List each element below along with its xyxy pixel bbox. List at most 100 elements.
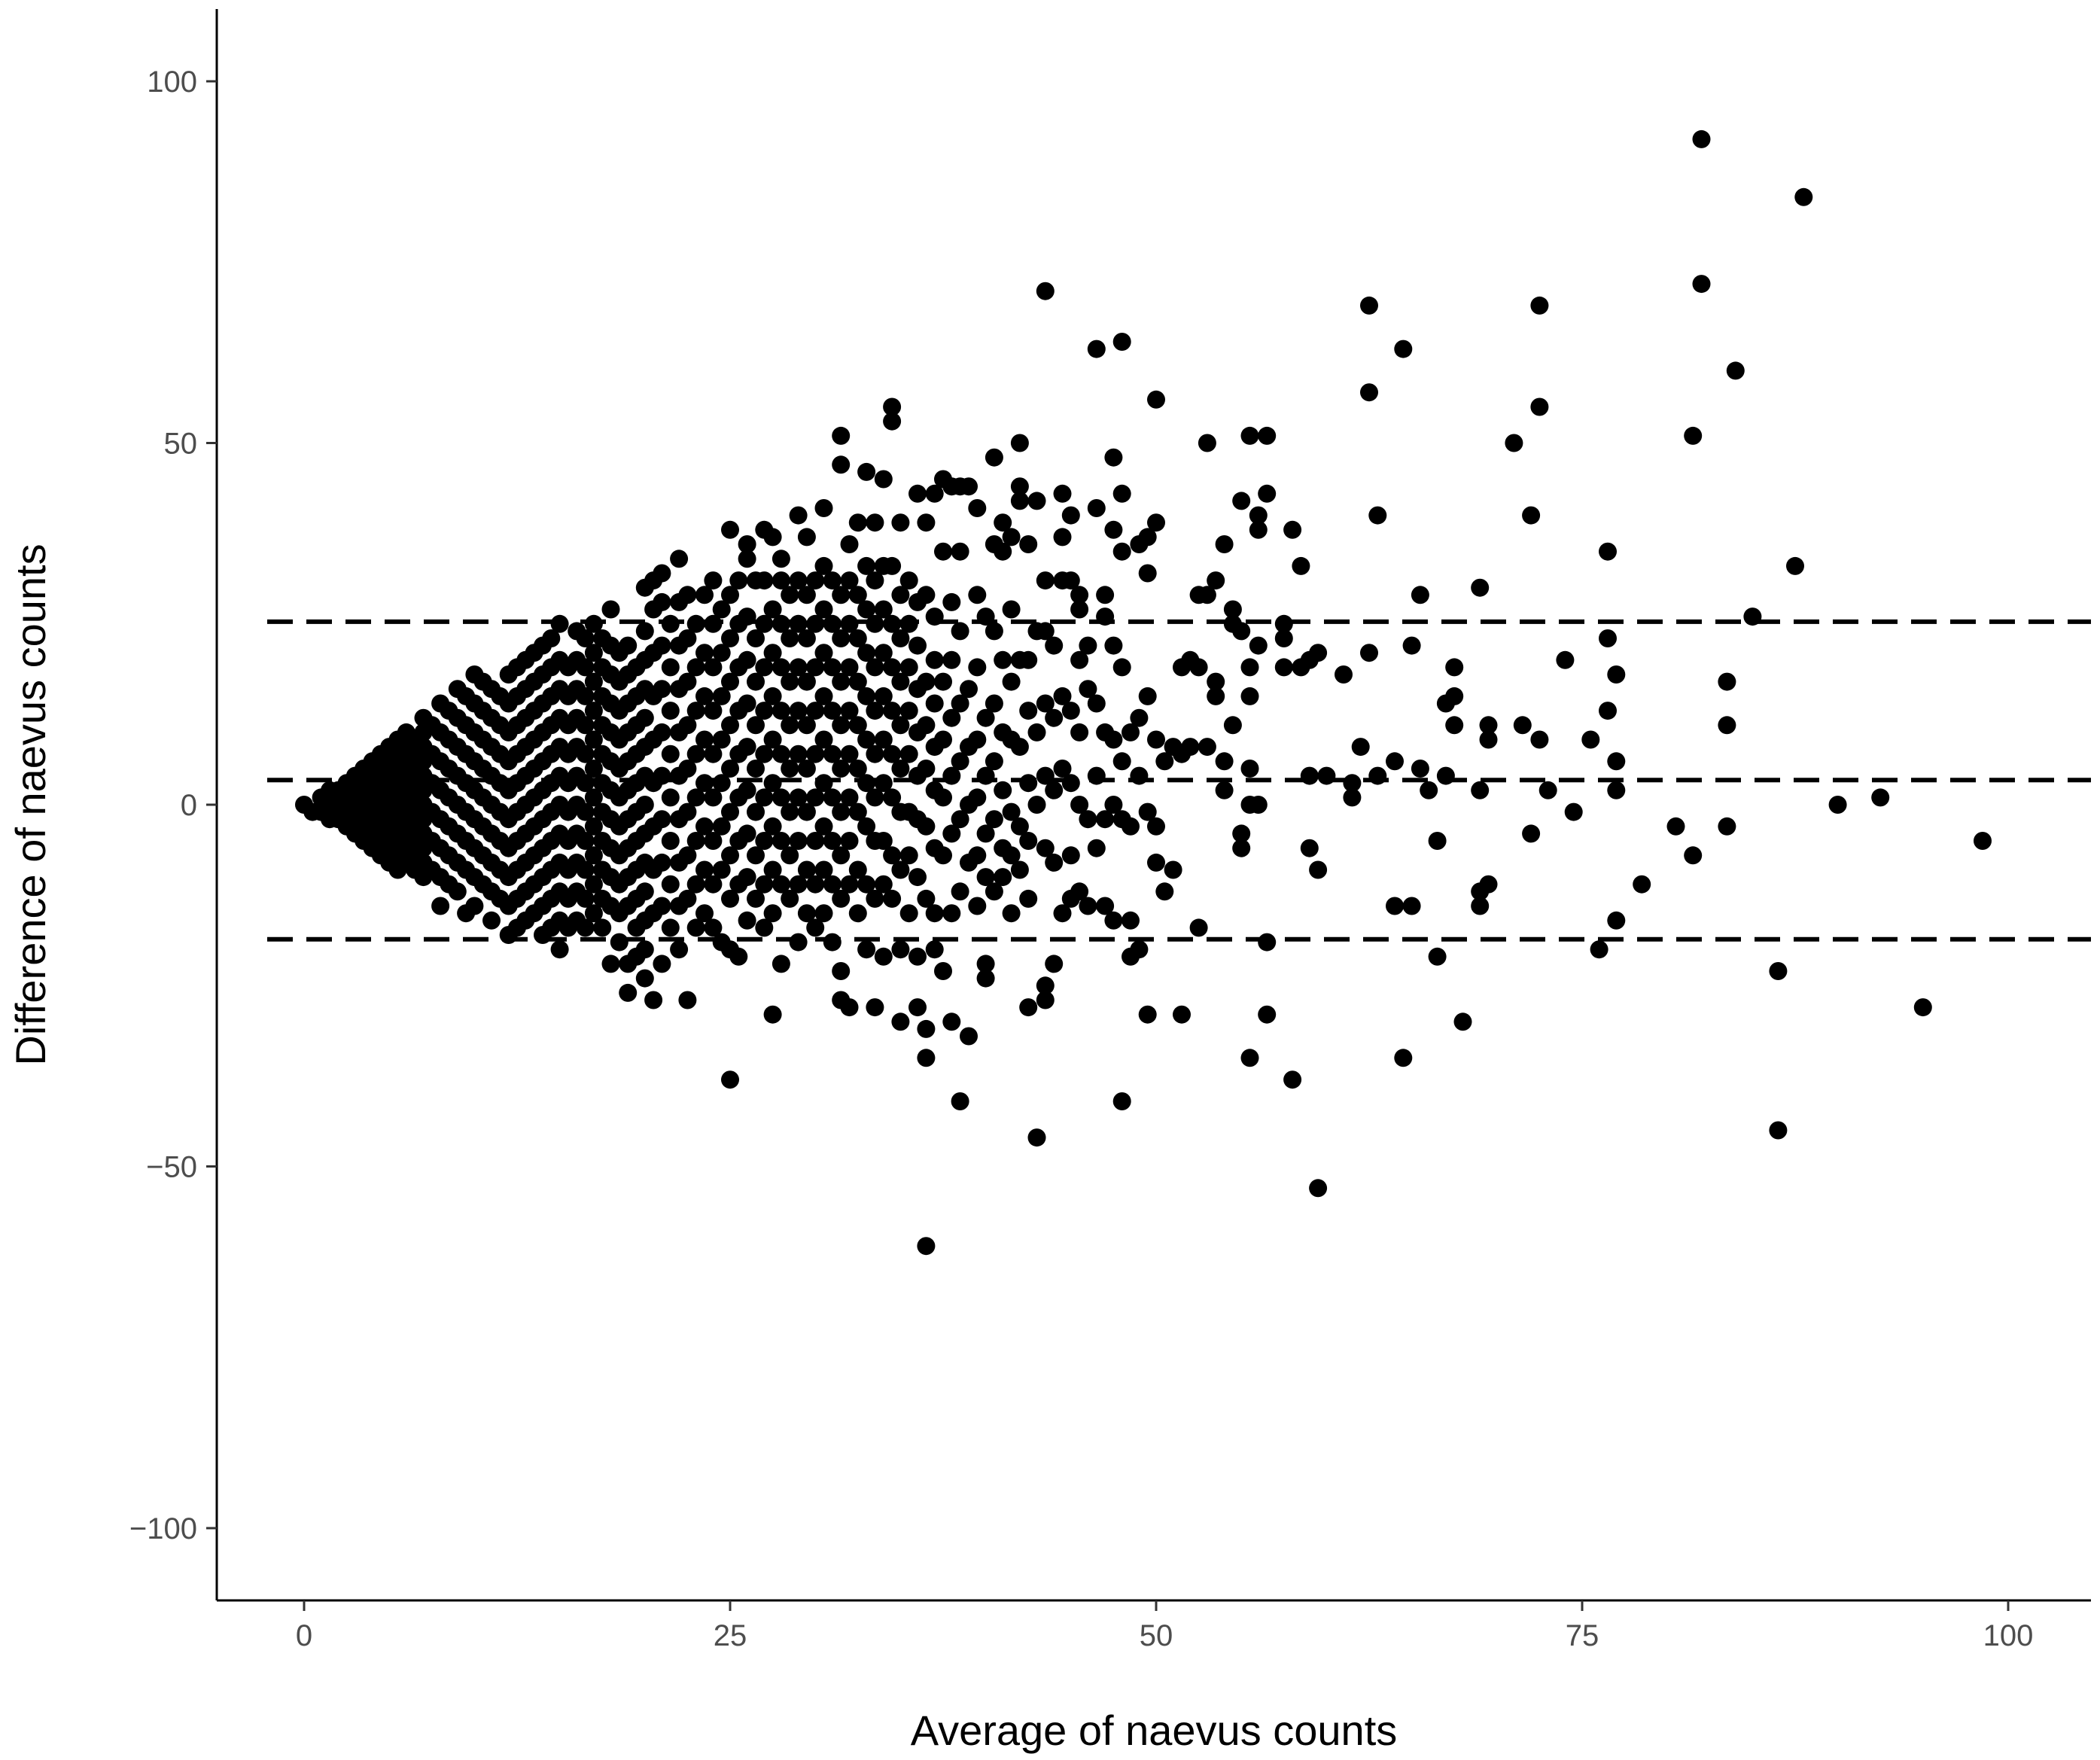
- data-point: [1684, 426, 1703, 445]
- data-point: [806, 658, 825, 677]
- data-point: [1564, 802, 1583, 821]
- y-tick-label: −50: [146, 1151, 197, 1184]
- data-point: [976, 969, 995, 988]
- data-point: [1232, 824, 1251, 843]
- data-point: [1411, 760, 1429, 778]
- data-point: [951, 752, 969, 771]
- data-point: [653, 564, 671, 583]
- data-point: [1300, 839, 1319, 857]
- data-point: [738, 824, 756, 843]
- data-point: [1122, 911, 1140, 930]
- data-point: [1079, 810, 1097, 829]
- data-point: [1138, 687, 1157, 705]
- data-point: [1445, 716, 1464, 735]
- data-point: [584, 817, 603, 836]
- data-point: [1360, 644, 1378, 662]
- data-point: [1207, 571, 1225, 590]
- x-tick-label: 0: [296, 1619, 312, 1652]
- data-point: [985, 882, 1003, 901]
- data-point: [1974, 832, 1992, 850]
- data-point: [584, 672, 603, 691]
- data-point: [1036, 839, 1055, 857]
- data-point: [763, 860, 782, 879]
- data-point: [619, 983, 638, 1002]
- x-tick-label: 25: [714, 1619, 747, 1652]
- data-point: [1112, 484, 1131, 503]
- data-point: [968, 897, 987, 915]
- data-point: [891, 629, 910, 647]
- data-point: [729, 947, 748, 966]
- data-point: [1394, 340, 1413, 358]
- data-point: [678, 716, 697, 735]
- data-point: [883, 397, 902, 416]
- data-point: [806, 702, 825, 720]
- data-point: [704, 832, 723, 850]
- data-point: [1036, 991, 1055, 1009]
- data-point: [1070, 586, 1089, 604]
- data-point: [738, 911, 756, 930]
- data-point: [832, 962, 851, 980]
- data-point: [1249, 636, 1268, 655]
- data-point: [1104, 796, 1123, 814]
- data-point: [1692, 275, 1711, 294]
- data-point: [695, 644, 714, 662]
- data-point: [661, 918, 680, 937]
- data-point: [1530, 397, 1549, 416]
- data-point: [891, 513, 910, 532]
- data-point: [1453, 1012, 1472, 1031]
- data-point: [1207, 672, 1225, 691]
- data-point: [695, 860, 714, 879]
- data-point: [763, 817, 782, 836]
- data-point: [1258, 484, 1277, 503]
- data-point: [942, 904, 961, 923]
- data-point: [883, 702, 902, 720]
- data-point: [772, 832, 790, 850]
- data-point: [899, 658, 918, 677]
- data-point: [942, 1012, 961, 1031]
- data-point: [781, 760, 799, 778]
- data-point: [686, 614, 705, 633]
- data-point: [848, 513, 867, 532]
- data-point: [823, 832, 842, 850]
- data-point: [1061, 774, 1080, 793]
- data-point: [951, 1092, 969, 1110]
- data-point: [994, 650, 1012, 669]
- data-point: [985, 448, 1003, 467]
- data-point: [908, 868, 927, 887]
- data-point: [704, 744, 723, 763]
- data-point: [899, 846, 918, 865]
- data-point: [1036, 622, 1055, 641]
- data-point: [1096, 586, 1115, 604]
- data-point: [968, 658, 987, 677]
- data-point: [747, 846, 765, 865]
- data-point: [1274, 629, 1293, 647]
- data-point: [1360, 383, 1378, 402]
- data-point: [1138, 564, 1157, 583]
- data-point: [1112, 658, 1131, 677]
- data-point: [960, 477, 978, 496]
- data-point: [678, 672, 697, 691]
- data-point: [1769, 962, 1788, 980]
- data-point: [925, 694, 944, 713]
- data-point: [848, 629, 867, 647]
- data-point: [738, 868, 756, 887]
- data-point: [584, 788, 603, 807]
- data-point: [781, 672, 799, 691]
- data-point: [1258, 426, 1277, 445]
- x-tick-label: 50: [1140, 1619, 1173, 1652]
- data-point: [695, 904, 714, 923]
- data-point: [960, 1027, 978, 1046]
- data-point: [1913, 998, 1932, 1017]
- data-point: [704, 571, 723, 590]
- data-point: [1036, 694, 1055, 713]
- data-point: [1104, 730, 1123, 749]
- data-point: [1070, 600, 1089, 619]
- data-point: [1002, 802, 1021, 821]
- data-point: [678, 991, 697, 1009]
- data-point: [1002, 904, 1021, 923]
- data-point: [721, 760, 739, 778]
- data-point: [832, 455, 851, 474]
- data-point: [951, 542, 969, 561]
- data-point: [686, 875, 705, 894]
